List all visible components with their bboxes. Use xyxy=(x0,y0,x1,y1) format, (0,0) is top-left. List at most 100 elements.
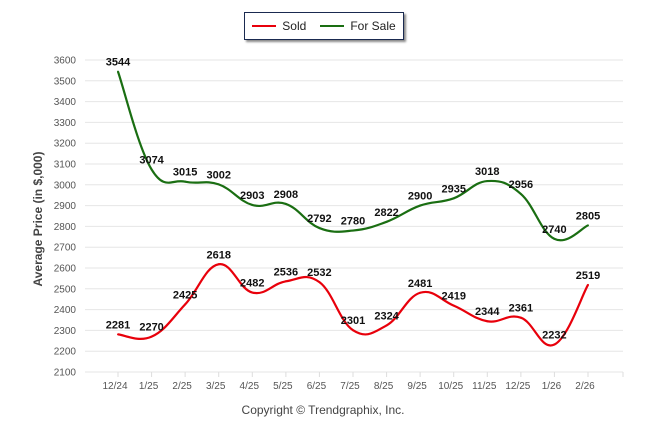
data-point xyxy=(352,229,354,232)
data-point xyxy=(385,324,388,327)
x-tick-label: 2/26 xyxy=(575,381,595,392)
y-tick-label: 2200 xyxy=(54,347,77,358)
data-label: 2232 xyxy=(542,330,566,342)
data-point xyxy=(452,197,455,200)
data-label: 2532 xyxy=(307,267,331,279)
x-tick-label: 2/25 xyxy=(172,381,192,392)
y-tick-label: 3000 xyxy=(54,180,77,191)
x-tick-label: 11/25 xyxy=(472,381,497,392)
x-axis-ticks: 12/24 1/25 2/25 3/25 4/25 5/25 6/25 7/25 8/25 9/2… xyxy=(102,372,624,392)
data-label: 2903 xyxy=(240,190,264,202)
data-label: 2536 xyxy=(274,266,298,278)
legend: Sold For Sale xyxy=(244,12,404,40)
data-point xyxy=(587,283,589,286)
data-label: 3002 xyxy=(206,169,230,181)
data-point xyxy=(217,183,220,186)
legend-item-sold[interactable]: Sold xyxy=(252,19,306,33)
x-tick-label: 6/25 xyxy=(307,381,327,392)
data-label: 3544 xyxy=(106,57,131,69)
data-label: 2361 xyxy=(509,303,533,315)
data-point xyxy=(452,304,455,307)
y-tick-label: 3300 xyxy=(54,118,77,129)
data-point xyxy=(553,343,556,346)
data-point xyxy=(419,291,422,294)
data-point xyxy=(117,70,119,73)
y-tick-label: 2300 xyxy=(54,326,77,337)
data-label: 2324 xyxy=(374,310,399,322)
x-tick-label: 12/24 xyxy=(102,381,127,392)
copyright: Copyright © Trendgraphix, Inc. xyxy=(241,403,405,417)
y-tick-label: 2400 xyxy=(54,305,77,316)
x-tick-label: 3/25 xyxy=(206,381,226,392)
x-tick-label: 1/25 xyxy=(139,381,159,392)
data-point xyxy=(419,204,422,207)
x-tick-label: 8/25 xyxy=(374,381,394,392)
series-lines xyxy=(116,70,589,347)
data-label: 2935 xyxy=(441,183,465,195)
data-point xyxy=(587,224,589,227)
data-point xyxy=(117,333,119,336)
data-label: 2956 xyxy=(509,179,533,191)
data-point xyxy=(184,303,187,306)
legend-swatch-sold xyxy=(252,25,277,27)
data-label: 3015 xyxy=(173,167,197,179)
x-tick-label: 5/25 xyxy=(273,381,293,392)
data-label: 2481 xyxy=(408,278,432,290)
data-point xyxy=(553,237,556,240)
y-tick-label: 3100 xyxy=(54,160,77,171)
data-label: 2301 xyxy=(341,315,365,327)
data-point xyxy=(318,281,321,284)
data-label: 2780 xyxy=(341,216,365,228)
data-point xyxy=(486,320,489,323)
data-point xyxy=(284,202,287,205)
x-tick-label: 7/25 xyxy=(340,381,360,392)
data-label: 2740 xyxy=(542,224,566,236)
data-point xyxy=(251,203,254,206)
x-tick-label: 10/25 xyxy=(438,381,463,392)
y-axis-ticks: 2100 2200 2300 2400 2500 2600 2700 2800 2900 3000… xyxy=(54,56,77,379)
data-point xyxy=(251,291,254,294)
data-point xyxy=(519,316,522,319)
data-label: 2419 xyxy=(441,291,465,303)
data-point xyxy=(150,335,153,338)
y-tick-label: 3200 xyxy=(54,139,77,150)
data-point xyxy=(150,168,153,171)
data-label: 2822 xyxy=(374,207,398,219)
y-axis-label: Average Price (in $,000) xyxy=(31,151,45,287)
data-label: 2618 xyxy=(206,249,230,261)
y-tick-label: 3400 xyxy=(54,97,77,108)
y-tick-label: 2100 xyxy=(54,368,77,379)
legend-item-for-sale[interactable]: For Sale xyxy=(320,19,396,33)
y-tick-label: 2500 xyxy=(54,284,77,295)
y-tick-label: 2600 xyxy=(54,264,77,275)
data-label: 3074 xyxy=(139,154,164,166)
data-label: 2344 xyxy=(475,306,500,318)
data-point xyxy=(352,329,354,332)
legend-swatch-for-sale xyxy=(320,25,345,27)
data-point xyxy=(284,280,287,283)
data-label: 2792 xyxy=(307,213,331,225)
data-label: 2270 xyxy=(139,322,163,334)
y-tick-label: 2900 xyxy=(54,201,77,212)
data-label: 2482 xyxy=(240,278,264,290)
x-tick-label: 4/25 xyxy=(240,381,260,392)
data-label: 2281 xyxy=(106,319,130,331)
x-tick-label: 1/26 xyxy=(542,381,562,392)
data-point xyxy=(318,227,321,230)
x-tick-label: 12/25 xyxy=(505,381,530,392)
data-point xyxy=(486,180,489,183)
y-tick-label: 3500 xyxy=(54,76,77,87)
grid-lines xyxy=(85,59,623,373)
legend-label: For Sale xyxy=(350,19,396,33)
data-label: 3018 xyxy=(475,166,499,178)
legend-label: Sold xyxy=(282,19,307,33)
data-label: 2805 xyxy=(576,210,600,222)
y-tick-label: 2700 xyxy=(54,243,77,254)
data-point xyxy=(519,192,522,195)
data-label: 2425 xyxy=(173,289,197,301)
data-label: 2900 xyxy=(408,191,432,203)
data-point xyxy=(184,180,187,183)
y-tick-label: 3600 xyxy=(54,56,77,67)
x-tick-label: 9/25 xyxy=(407,381,427,392)
